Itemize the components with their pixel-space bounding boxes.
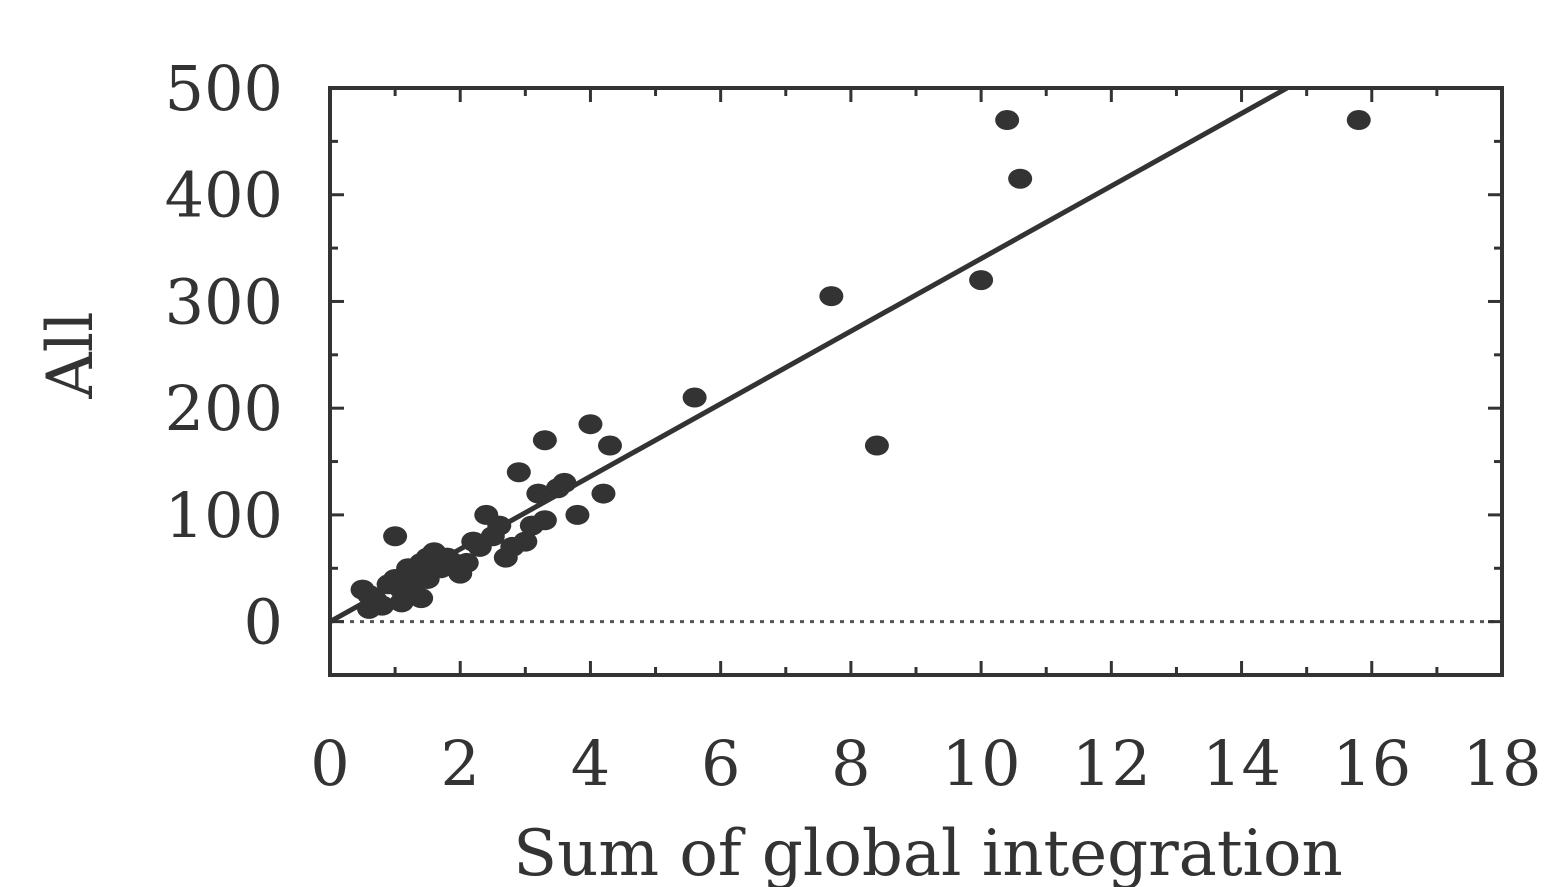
x-tick-label: 16 bbox=[1332, 727, 1411, 800]
data-point bbox=[591, 483, 616, 504]
data-point bbox=[1008, 168, 1033, 189]
data-point bbox=[819, 286, 844, 307]
data-point bbox=[357, 598, 382, 619]
data-point bbox=[532, 430, 557, 451]
y-tick-label: 500 bbox=[165, 52, 283, 125]
data-point bbox=[565, 504, 590, 525]
data-point bbox=[578, 414, 603, 435]
x-tick-label: 18 bbox=[1463, 727, 1542, 800]
x-tick-label: 14 bbox=[1202, 727, 1281, 800]
x-tick-label: 8 bbox=[831, 727, 870, 800]
x-axis-label: Sum of global integration bbox=[513, 817, 1343, 887]
y-tick-labels: 500 400 300 200 100 0 bbox=[165, 52, 283, 659]
data-point bbox=[597, 435, 622, 456]
x-tick-label: 10 bbox=[942, 727, 1021, 800]
x-tick-label: 0 bbox=[310, 727, 349, 800]
data-point bbox=[454, 552, 479, 573]
data-point bbox=[682, 387, 707, 408]
axis-ticks bbox=[328, 86, 1504, 677]
x-tick-label: 6 bbox=[701, 727, 740, 800]
data-point bbox=[526, 483, 551, 504]
data-point bbox=[969, 270, 994, 291]
y-tick-label: 200 bbox=[165, 372, 283, 445]
y-tick-label: 100 bbox=[165, 479, 283, 552]
x-tick-label: 12 bbox=[1072, 727, 1151, 800]
data-point bbox=[487, 515, 512, 536]
y-axis-label: All bbox=[34, 311, 108, 399]
plot-frame bbox=[328, 86, 1504, 677]
y-tick-label: 300 bbox=[165, 265, 283, 338]
y-tick-label: 0 bbox=[244, 586, 283, 659]
data-point bbox=[513, 531, 538, 552]
x-tick-label: 2 bbox=[440, 727, 479, 800]
x-tick-labels: 0 2 4 6 8 10 12 14 16 18 bbox=[310, 727, 1541, 800]
data-point bbox=[864, 435, 889, 456]
data-points bbox=[350, 110, 1371, 619]
data-point bbox=[383, 526, 408, 547]
x-tick-label: 4 bbox=[571, 727, 610, 800]
data-point bbox=[506, 462, 531, 483]
y-tick-label: 400 bbox=[165, 159, 283, 232]
data-point bbox=[1346, 110, 1371, 131]
data-point bbox=[552, 472, 577, 493]
data-point bbox=[409, 588, 434, 609]
data-point bbox=[995, 110, 1020, 131]
data-point bbox=[532, 510, 557, 531]
